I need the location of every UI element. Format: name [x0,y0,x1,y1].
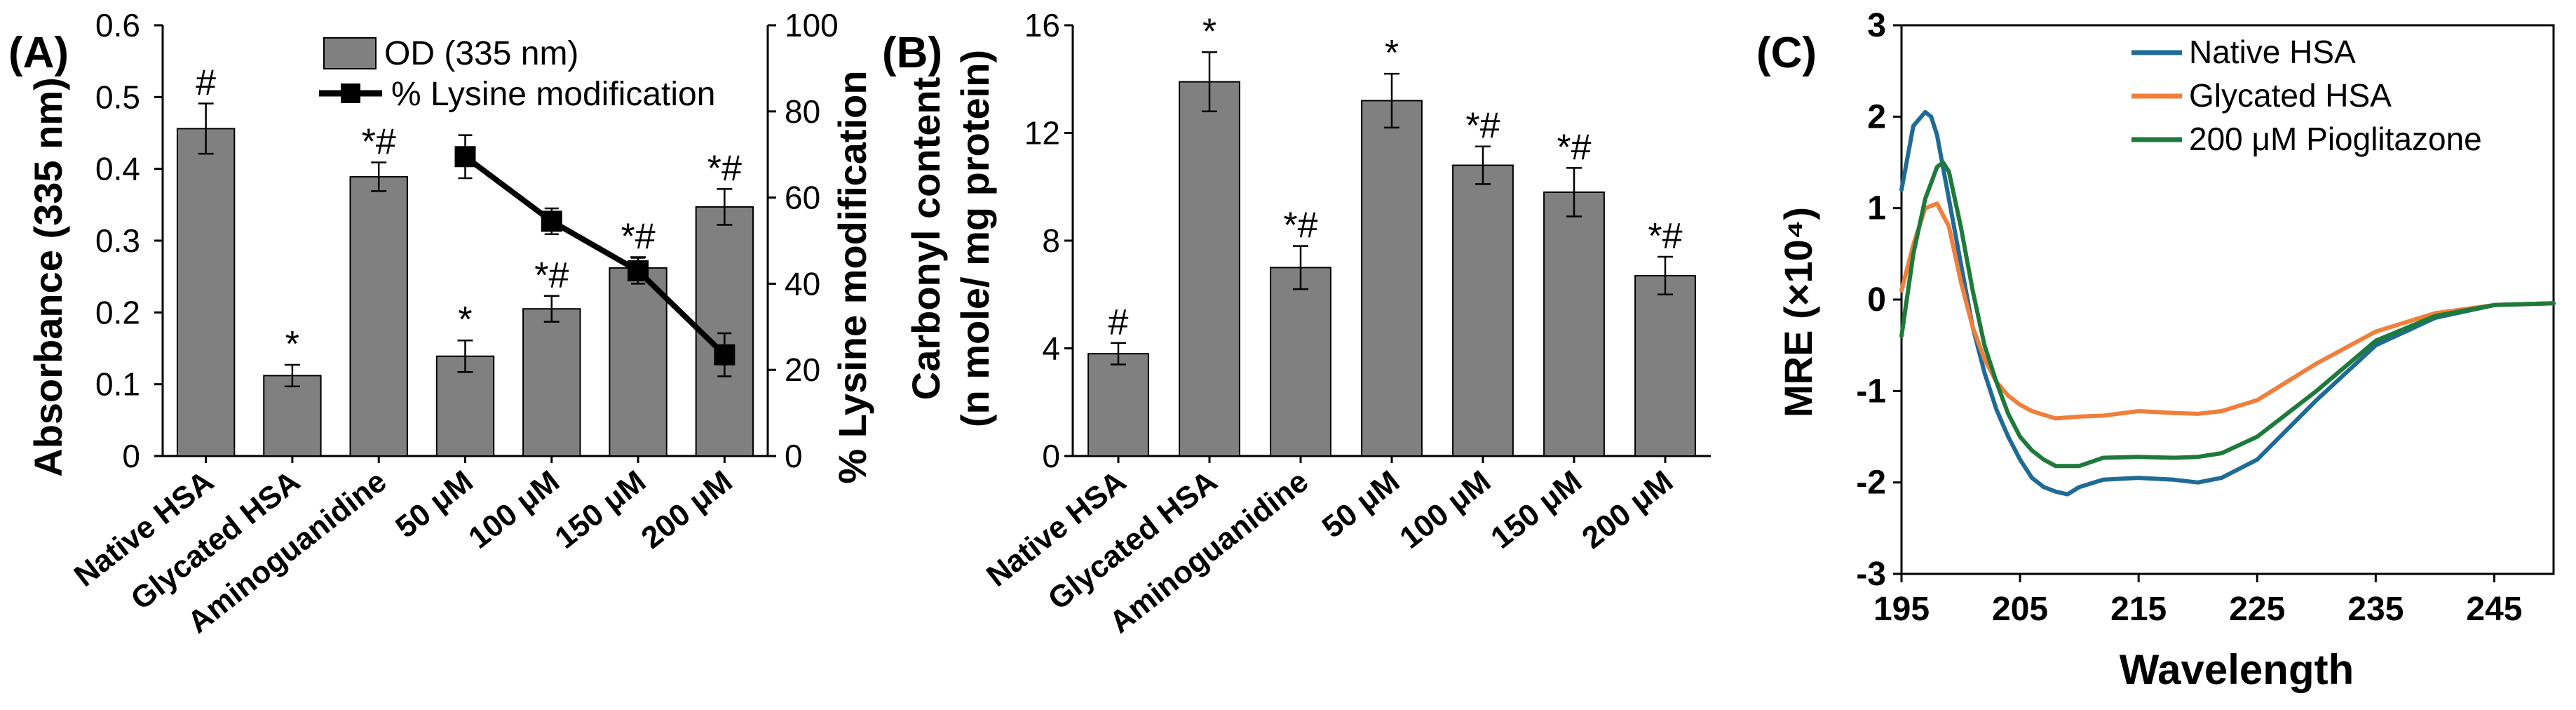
y-tick-label: 0.2 [95,294,140,330]
bar [522,308,581,457]
y-tick-label: 8 [1042,222,1060,259]
x-tick-label: 215 [2110,591,2167,628]
y-tick-label: -3 [1856,556,1886,593]
legend-label-native: Native HSA [2189,34,2356,70]
significance-label: * [285,324,299,365]
y-tick-label: 0.6 [95,7,140,43]
cd-series-line [1899,201,2556,421]
bar [176,128,236,457]
bar [1361,100,1423,457]
y-tick-label: 0 [1867,281,1886,319]
y-tick-label: -1 [1856,373,1886,410]
cd-series-line [1899,109,2556,497]
panel-b-ylabel-line1: Carbonyl content [904,77,948,400]
significance-label: * [1202,11,1216,52]
panel-c-legend: Native HSA Glycated HSA 200 μM Pioglitaz… [2131,34,2482,157]
significance-label: # [196,63,216,104]
bar [263,375,322,457]
legend-swatch-bar [323,37,377,69]
significance-label: *# [707,148,742,189]
y-tick-label: 1 [1867,190,1886,227]
y-tick-label: -2 [1856,464,1886,502]
y-tick-label: 0.3 [95,222,140,259]
panel-c-xlabel: Wavelength [2120,646,2354,693]
y-tick-label: 0.4 [95,151,140,187]
y-tick-label: 0 [122,438,140,474]
panel-c-ylabel: MRE (×10⁴) [1776,207,1820,417]
y2-tick-label: 80 [785,93,820,130]
bar [349,175,408,457]
legend-label-od: OD (335 nm) [384,35,578,72]
y-tick-label: 12 [1024,115,1060,152]
y2-tick-label: 60 [785,180,820,216]
panel-a-ylabel: Absorbance (335 nm) [26,77,70,477]
bar [695,206,754,457]
legend-label-glycated: Glycated HSA [2189,77,2392,114]
y-tick-label: 0.1 [95,366,140,403]
significance-label: *# [1465,106,1500,147]
legend-swatch-marker [341,83,360,103]
panel-c: (C) -3 -2 -1 0 1 2 3 195 205 215 225 235 245 MRE (×1… [1756,7,2556,693]
significance-label: * [1385,33,1399,74]
lysine-line [463,154,727,357]
lysine-marker [628,260,649,281]
significance-label: *# [1648,216,1682,257]
bar [1179,81,1240,457]
y-tick-label: 16 [1024,7,1060,43]
significance-label: *# [362,121,396,162]
bar [1270,267,1331,457]
y-tick-label: 3 [1867,7,1886,44]
bar [1634,274,1696,457]
legend-label-lysine: % Lysine modification [391,76,715,113]
panel-c-label: (C) [1756,29,1817,77]
panel-a-label: (A) [8,29,69,77]
y2-tick-label: 40 [785,265,820,302]
bar [1087,353,1149,457]
y2-tick-label: 0 [785,438,803,474]
y2-tick-label: 20 [785,351,820,388]
x-tick-label: 205 [1992,591,2048,628]
lysine-marker [454,146,476,168]
panel-b-label: (B) [882,29,942,77]
cd-series-line [1899,160,2556,469]
y2-tick-label: 100 [785,7,839,43]
lysine-marker [541,210,562,232]
significance-label: *# [1557,127,1591,168]
panel-b-ylabel-line2: (n mole/ mg protein) [953,50,997,427]
lysine-marker [714,344,735,366]
significance-label: *# [1283,206,1317,246]
y-tick-label: 0 [1042,438,1060,474]
panel-a-legend: OD (335 nm) % Lysine modification [319,35,715,113]
bar [1452,164,1514,457]
significance-label: * [458,300,472,340]
y-tick-label: 0.5 [95,79,140,115]
x-tick-label: 245 [2466,591,2522,628]
panel-a-y2label: % Lysine modification [830,70,874,483]
significance-label: *# [534,255,569,296]
x-tick-label: 225 [2229,591,2285,628]
bar [609,267,667,457]
x-tick-label: 195 [1873,591,1930,628]
y-tick-label: 2 [1867,98,1886,135]
significance-label: # [1109,302,1129,343]
x-tick-label: 235 [2347,591,2404,628]
significance-label: *# [621,217,655,257]
y-tick-label: 4 [1042,330,1060,367]
panel-c-plot-area: -3 -2 -1 0 1 2 3 195 205 215 225 235 245 [1856,7,2556,628]
legend-label-pioglitazone: 200 μM Pioglitazone [2189,121,2482,157]
bar [1543,191,1605,457]
